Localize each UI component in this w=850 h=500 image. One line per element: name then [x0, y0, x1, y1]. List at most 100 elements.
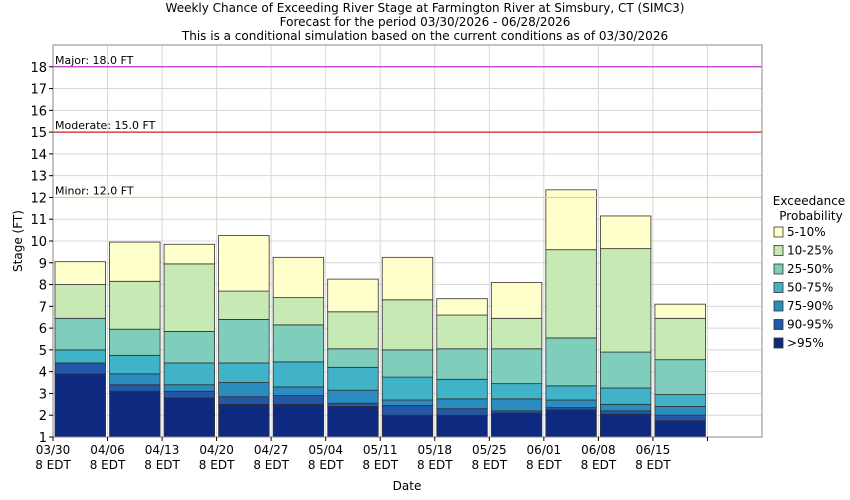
bar-segment [654, 394, 706, 407]
x-tick-label-date: 04/06 [90, 443, 125, 457]
legend-label: 10-25% [787, 244, 833, 258]
bar-segment [54, 261, 106, 285]
bar-segment [654, 420, 706, 438]
y-axis-label: Stage (FT) [11, 210, 25, 272]
bar-segment [436, 414, 488, 438]
bar-segment [599, 351, 652, 389]
bar-segment [163, 397, 216, 438]
bar-segment [109, 354, 161, 375]
bar-segment [327, 348, 379, 368]
x-tick-label-date: 06/15 [636, 443, 671, 457]
bar-segment [545, 385, 597, 401]
x-tick-label-date: 06/08 [581, 443, 616, 457]
bar-segment [654, 317, 706, 361]
bar-segment [490, 398, 543, 412]
x-tick-label-date: 05/18 [417, 443, 452, 457]
bar-segment [109, 373, 161, 386]
legend-swatch [773, 263, 784, 275]
bar-segment [218, 396, 270, 405]
bar-segment [381, 405, 434, 416]
x-tick-label-date: 06/01 [527, 443, 562, 457]
bar-segment [599, 413, 652, 438]
y-tick-label: 3 [39, 387, 47, 402]
bar-segment [327, 389, 379, 404]
bar-segment [436, 408, 488, 416]
legend-swatch [773, 245, 784, 256]
x-tick-label-time: 8 EDT [144, 458, 180, 472]
bar-segment [54, 373, 106, 438]
x-axis-label: Date [393, 479, 422, 493]
chart-title-line-1: Weekly Chance of Exceeding River Stage a… [165, 1, 685, 15]
bar-segment [218, 403, 270, 438]
bar-segment [109, 384, 161, 392]
x-tick-label-date: 04/27 [254, 443, 289, 457]
legend-swatch [773, 300, 784, 312]
y-tick-label: 13 [30, 170, 47, 185]
bar-segment [436, 314, 488, 350]
x-tick-label-date: 05/11 [363, 443, 398, 457]
x-tick-label-time: 8 EDT [35, 458, 71, 472]
bar-segment [218, 318, 270, 364]
bar-segment [163, 390, 216, 399]
y-tick-label: 14 [30, 148, 47, 163]
bar-segment [381, 349, 434, 378]
legend-label: 75-90% [787, 299, 833, 313]
bar-segment [381, 299, 434, 351]
bar-segment [545, 399, 597, 409]
bar-group [54, 189, 706, 438]
bar-segment [654, 414, 706, 422]
bar-segment [599, 215, 652, 250]
x-tick-label-time: 8 EDT [90, 458, 126, 472]
y-tick-label: 7 [39, 300, 47, 315]
threshold-label: Minor: 12.0 FT [55, 184, 134, 197]
bar-segment [54, 284, 106, 319]
threshold-label: Moderate: 15.0 FT [55, 119, 156, 132]
bar-segment [54, 349, 106, 364]
bar-segment [272, 403, 325, 438]
x-tick-label-date: 05/04 [308, 443, 343, 457]
bar-segment [109, 328, 161, 356]
y-tick-label: 4 [39, 366, 47, 381]
bar-segment [272, 324, 325, 363]
legend-title: Exceedance [773, 194, 845, 208]
bar-segment [599, 410, 652, 415]
bar-segment [654, 406, 706, 416]
bar-segment [490, 412, 543, 438]
chart-title-line-3: This is a conditional simulation based o… [181, 29, 669, 43]
y-tick-label: 18 [30, 61, 47, 76]
legend-label: 25-50% [787, 262, 833, 276]
y-tick-label: 2 [39, 409, 47, 424]
bar-segment [381, 376, 434, 401]
legend-swatch [773, 282, 784, 293]
bar-segment [381, 399, 434, 406]
bar-segment [327, 406, 379, 438]
x-tick-label-time: 8 EDT [199, 458, 235, 472]
threshold-lines: Major: 18.0 FT Moderate: 15.0 FT Minor: 12… [53, 54, 762, 199]
bar-segment [163, 263, 216, 332]
bar-segment [381, 256, 434, 301]
x-tick-label-time: 8 EDT [581, 458, 617, 472]
bar-segment [490, 383, 543, 400]
y-tick-label: 1 [39, 431, 47, 446]
x-tick-label-time: 8 EDT [526, 458, 562, 472]
bar-segment [490, 317, 543, 350]
y-tick-label: 15 [30, 126, 47, 141]
bar-segment [327, 278, 379, 313]
bar-segment [436, 298, 488, 316]
bar-segment [218, 235, 270, 292]
bar-segment [54, 317, 106, 351]
x-tick-label-time: 8 EDT [253, 458, 289, 472]
bar-segment [327, 402, 379, 407]
legend-label: >95% [787, 336, 824, 350]
bar-segment [490, 281, 543, 319]
bar-segment [163, 384, 216, 392]
y-tick-label: 10 [30, 235, 47, 250]
x-tick-label-date: 04/20 [199, 443, 234, 457]
bar-segment [272, 297, 325, 326]
y-tick-label: 16 [30, 104, 47, 119]
legend-swatch [773, 337, 784, 349]
legend-label: 50-75% [787, 281, 833, 295]
y-tick-label: 8 [39, 279, 47, 294]
